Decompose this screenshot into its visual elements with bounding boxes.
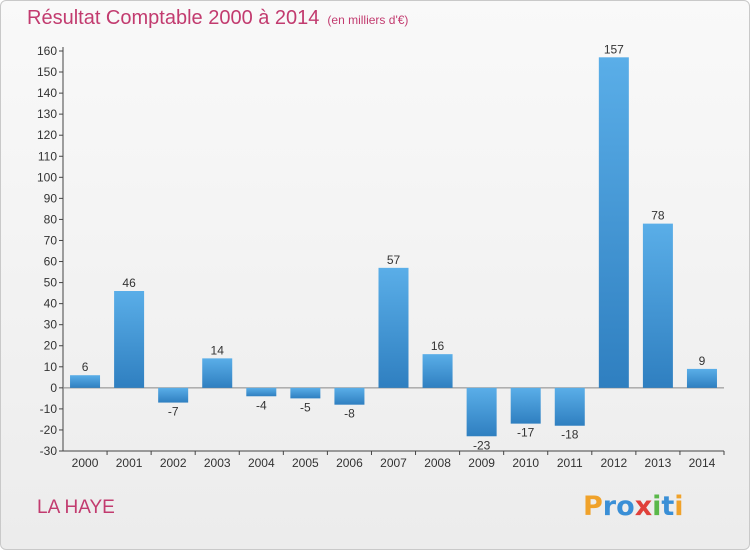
x-tick-label: 2009 bbox=[468, 456, 495, 470]
x-tick-label: 2006 bbox=[336, 456, 363, 470]
bar-value-label: -4 bbox=[256, 398, 267, 412]
x-tick-label: 2005 bbox=[292, 456, 319, 470]
x-tick-label: 2000 bbox=[72, 456, 99, 470]
bar bbox=[378, 267, 409, 388]
bar bbox=[334, 387, 365, 405]
bar bbox=[114, 291, 145, 388]
x-tick-label: 2007 bbox=[380, 456, 407, 470]
bar bbox=[642, 223, 673, 388]
bar-value-label: 78 bbox=[651, 209, 665, 223]
bar-value-label: 14 bbox=[211, 343, 225, 357]
chart-title-block: Résultat Comptable 2000 à 2014 (en millie… bbox=[27, 7, 408, 30]
y-tick-label: 70 bbox=[44, 233, 58, 247]
bar-value-label: -23 bbox=[473, 438, 491, 452]
logo-letter: P bbox=[583, 491, 603, 522]
y-tick-label: 110 bbox=[38, 149, 57, 163]
logo-letter: x bbox=[634, 491, 653, 522]
bar-value-label: -5 bbox=[300, 400, 311, 414]
y-tick-label: 100 bbox=[37, 170, 57, 184]
y-tick-label: -20 bbox=[40, 423, 58, 437]
logo-letter: t bbox=[661, 491, 675, 522]
bar-value-label: 16 bbox=[431, 339, 445, 353]
x-tick-label: 2010 bbox=[512, 456, 539, 470]
bar bbox=[598, 57, 629, 388]
y-tick-label: 60 bbox=[44, 255, 58, 269]
logo-letter: i bbox=[652, 491, 662, 522]
y-tick-label: 90 bbox=[44, 191, 58, 205]
bar-value-label: -18 bbox=[561, 428, 579, 442]
y-tick-label: 20 bbox=[44, 339, 58, 353]
bar-value-label: 6 bbox=[82, 360, 89, 374]
bar-value-label: 46 bbox=[122, 276, 136, 290]
bar bbox=[202, 358, 233, 388]
y-tick-label: 40 bbox=[44, 297, 58, 311]
bar bbox=[422, 354, 453, 388]
logo-letter: r bbox=[602, 491, 617, 522]
y-tick-label: 10 bbox=[44, 360, 58, 374]
x-tick-label: 2014 bbox=[689, 456, 716, 470]
bar bbox=[554, 387, 585, 426]
bar bbox=[246, 387, 277, 397]
chart-title: Résultat Comptable 2000 à 2014 bbox=[27, 7, 320, 29]
y-tick-label: 140 bbox=[37, 86, 57, 100]
bar bbox=[510, 387, 541, 424]
proxiti-logo[interactable]: Proxiti bbox=[583, 491, 684, 522]
logo-letter: i bbox=[674, 491, 684, 522]
y-tick-label: 50 bbox=[44, 276, 58, 290]
bar bbox=[290, 387, 321, 399]
y-tick-label: 150 bbox=[37, 65, 57, 79]
x-tick-label: 2004 bbox=[248, 456, 275, 470]
logo-letter: o bbox=[616, 491, 635, 522]
x-tick-label: 2002 bbox=[160, 456, 187, 470]
x-tick-label: 2003 bbox=[204, 456, 231, 470]
y-tick-label: -10 bbox=[40, 402, 58, 416]
x-tick-label: 2013 bbox=[645, 456, 672, 470]
bar bbox=[158, 387, 189, 403]
x-tick-label: 2011 bbox=[557, 456, 583, 470]
y-tick-label: 120 bbox=[37, 128, 57, 142]
x-tick-label: 2012 bbox=[600, 456, 627, 470]
bar-value-label: -7 bbox=[168, 405, 179, 419]
bar bbox=[70, 375, 101, 388]
bar bbox=[466, 387, 497, 437]
y-tick-label: 80 bbox=[44, 212, 58, 226]
chart-subtitle: (en milliers d'€) bbox=[327, 13, 409, 27]
bar-value-label: -8 bbox=[344, 407, 355, 421]
y-tick-label: 30 bbox=[44, 318, 58, 332]
bar bbox=[686, 368, 717, 388]
x-tick-label: 2001 bbox=[116, 456, 143, 470]
bar-value-label: -17 bbox=[517, 426, 535, 440]
bar-value-label: 157 bbox=[604, 42, 624, 56]
bar-value-label: 9 bbox=[699, 354, 706, 368]
commune-name: LA HAYE bbox=[37, 497, 115, 518]
y-tick-label: 160 bbox=[37, 44, 57, 58]
y-tick-label: -30 bbox=[40, 444, 58, 458]
y-tick-label: 130 bbox=[37, 107, 57, 121]
bar-value-label: 57 bbox=[387, 253, 401, 267]
y-tick-label: 0 bbox=[50, 381, 57, 395]
x-tick-label: 2008 bbox=[424, 456, 451, 470]
